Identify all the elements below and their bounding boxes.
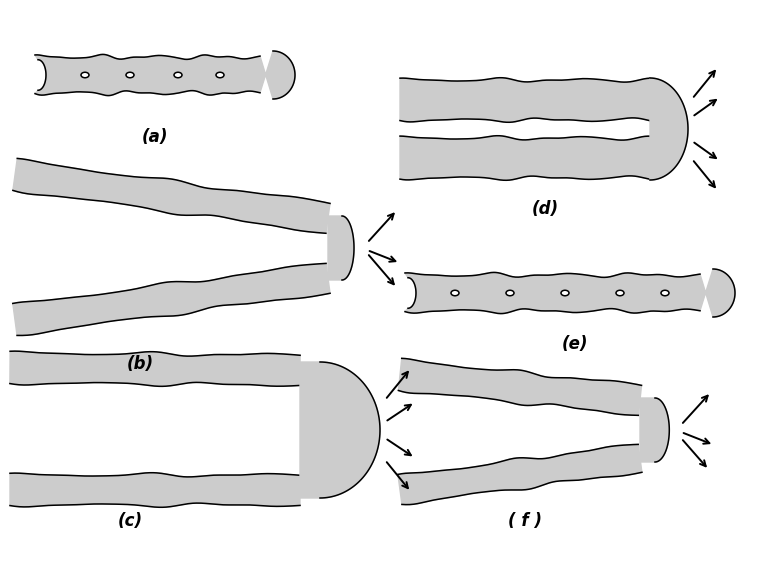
Ellipse shape (81, 72, 89, 78)
Ellipse shape (506, 290, 514, 295)
Polygon shape (398, 445, 642, 505)
Text: ( f ): ( f ) (508, 512, 542, 530)
Text: (a): (a) (142, 128, 169, 146)
Polygon shape (400, 78, 650, 122)
Ellipse shape (174, 72, 182, 78)
Polygon shape (35, 51, 295, 99)
Polygon shape (10, 473, 300, 507)
Ellipse shape (616, 290, 624, 295)
Ellipse shape (451, 290, 459, 295)
Text: (c): (c) (118, 512, 143, 530)
Polygon shape (328, 216, 354, 280)
Polygon shape (640, 398, 670, 462)
Polygon shape (10, 351, 300, 386)
Text: (d): (d) (532, 200, 558, 218)
Ellipse shape (126, 72, 134, 78)
Text: (e): (e) (562, 335, 588, 353)
Polygon shape (400, 136, 650, 180)
Polygon shape (13, 158, 330, 233)
Polygon shape (13, 263, 330, 336)
Polygon shape (300, 362, 380, 498)
Polygon shape (650, 78, 688, 180)
Ellipse shape (561, 290, 569, 295)
Polygon shape (405, 269, 735, 317)
Ellipse shape (661, 290, 669, 295)
Ellipse shape (216, 72, 224, 78)
Text: (b): (b) (126, 355, 154, 373)
Polygon shape (398, 358, 641, 415)
